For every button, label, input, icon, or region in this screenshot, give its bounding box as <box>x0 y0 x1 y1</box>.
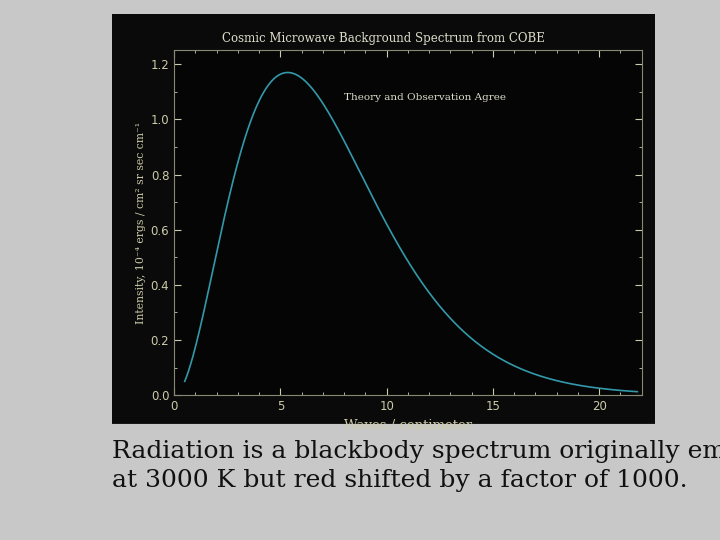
Text: Radiation is a blackbody spectrum originally emitted
at 3000 K but red shifted b: Radiation is a blackbody spectrum origin… <box>112 440 720 492</box>
Text: Theory and Observation Agree: Theory and Observation Agree <box>344 93 506 102</box>
X-axis label: Waves / centimeter: Waves / centimeter <box>343 418 472 431</box>
Text: Cosmic Microwave Background Spectrum from COBE: Cosmic Microwave Background Spectrum fro… <box>222 32 545 45</box>
Y-axis label: Intensity, 10⁻⁴ ergs / cm² sr sec cm⁻¹: Intensity, 10⁻⁴ ergs / cm² sr sec cm⁻¹ <box>136 122 146 324</box>
